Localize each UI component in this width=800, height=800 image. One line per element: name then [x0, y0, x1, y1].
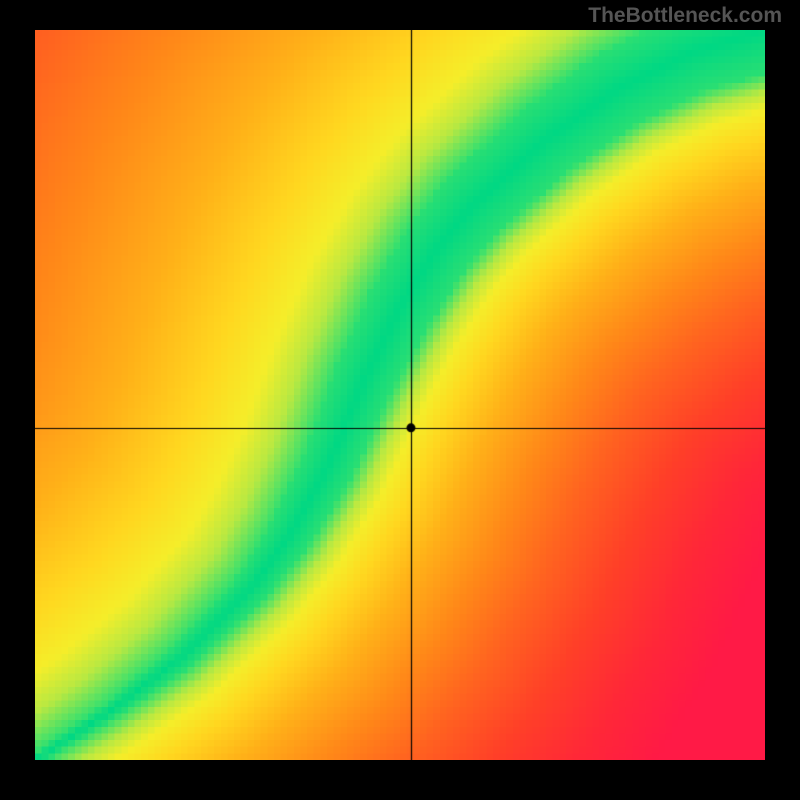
crosshair-overlay	[35, 30, 765, 760]
chart-container: { "watermark": { "text": "TheBottleneck.…	[0, 0, 800, 800]
watermark-text: TheBottleneck.com	[588, 4, 782, 28]
